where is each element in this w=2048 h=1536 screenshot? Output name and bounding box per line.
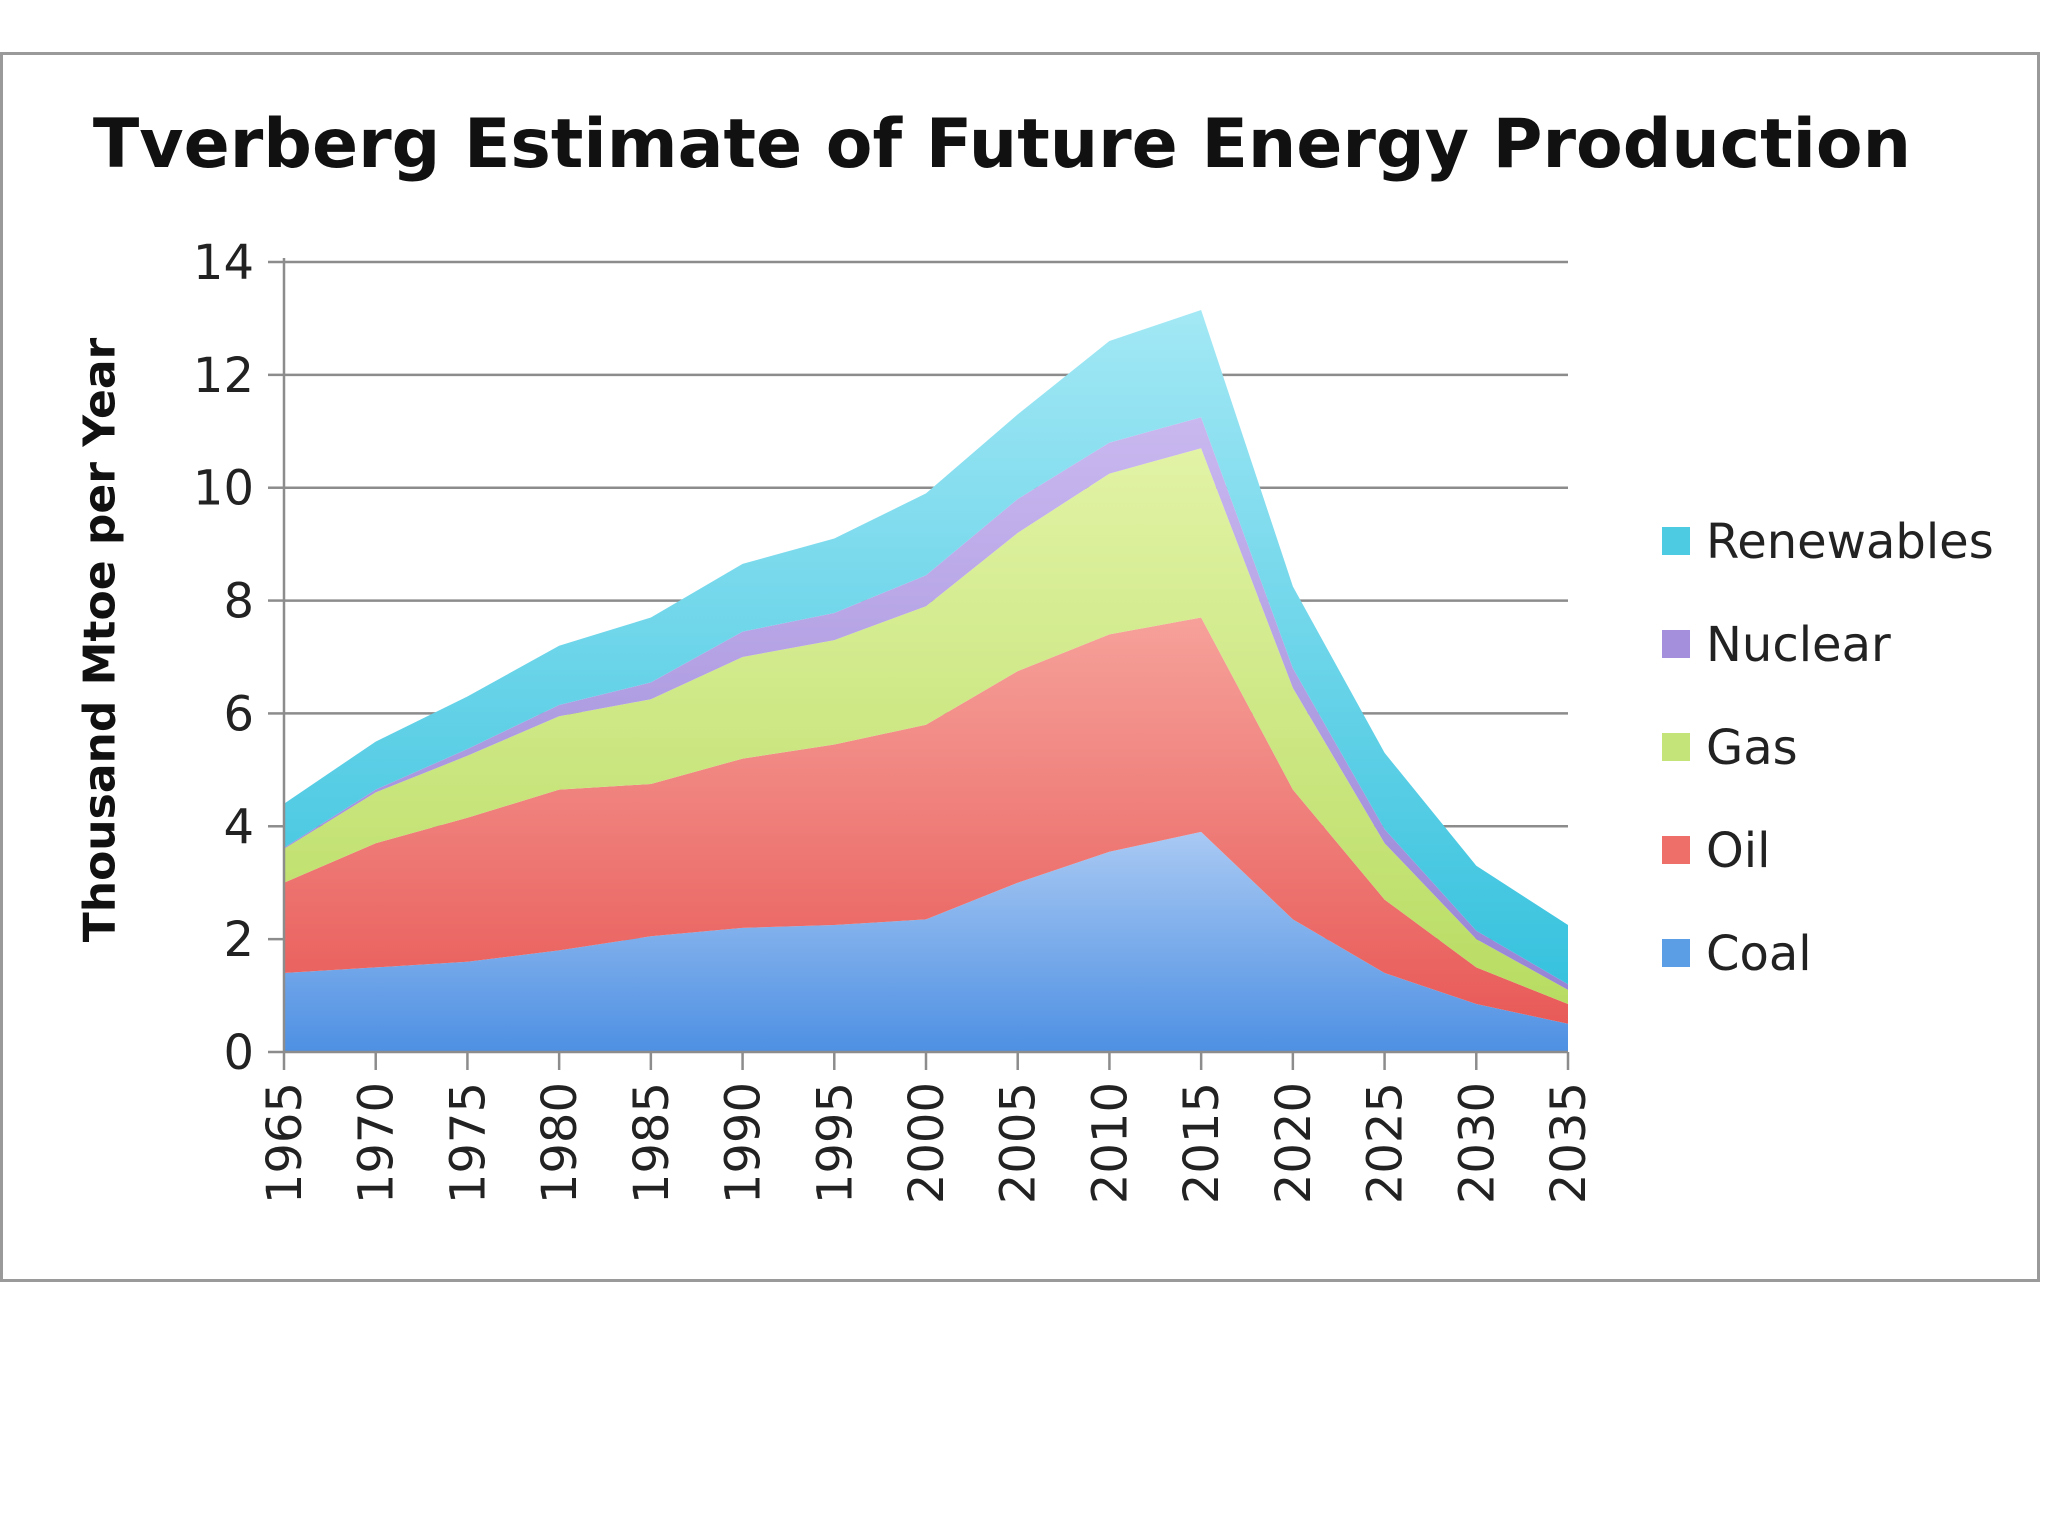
x-tick-label: 1990	[716, 1082, 772, 1204]
legend-label-oil: Oil	[1706, 823, 1770, 879]
area-renewables	[284, 310, 1568, 985]
y-tick-label: 6	[223, 686, 254, 742]
y-tick-label: 12	[193, 348, 254, 404]
x-tick-label: 1995	[807, 1082, 863, 1204]
y-tick-label: 0	[223, 1025, 254, 1081]
y-tick-label: 2	[223, 912, 254, 968]
y-tick-label: 4	[223, 799, 254, 855]
x-tick-label: 2000	[899, 1082, 955, 1204]
area-nuclear	[284, 417, 1568, 990]
legend-swatch-coal	[1662, 939, 1690, 967]
x-tick-label: 2020	[1266, 1082, 1322, 1204]
legend-swatch-oil	[1662, 836, 1690, 864]
x-tick-label: 2030	[1449, 1082, 1505, 1204]
x-tick-label: 2035	[1541, 1082, 1597, 1204]
y-tick-label: 8	[223, 574, 254, 630]
area-gas	[284, 448, 1568, 1004]
legend-swatch-gas	[1662, 733, 1690, 761]
x-tick-label: 1980	[532, 1082, 588, 1204]
legend-label-coal: Coal	[1706, 926, 1812, 982]
y-tick-label: 14	[193, 235, 254, 291]
legend-label-renewables: Renewables	[1706, 514, 1994, 570]
x-tick-label: 1975	[440, 1082, 496, 1204]
legend-swatch-renewables	[1662, 527, 1690, 555]
x-tick-label: 1985	[624, 1082, 680, 1204]
x-tick-label: 2005	[991, 1082, 1047, 1204]
y-tick-label: 10	[193, 461, 254, 517]
legend-label-gas: Gas	[1706, 720, 1798, 776]
x-tick-label: 2010	[1082, 1082, 1138, 1204]
chart-title: Tverberg Estimate of Future Energy Produ…	[92, 105, 1912, 184]
legend-swatch-nuclear	[1662, 630, 1690, 658]
x-tick-label: 2025	[1358, 1082, 1414, 1204]
x-tick-label: 1970	[349, 1082, 405, 1204]
x-tick-label: 1965	[257, 1082, 313, 1204]
area-coal	[284, 831, 1568, 1052]
area-oil	[284, 617, 1568, 1024]
x-tick-label: 2015	[1174, 1082, 1230, 1204]
legend-label-nuclear: Nuclear	[1706, 617, 1891, 673]
